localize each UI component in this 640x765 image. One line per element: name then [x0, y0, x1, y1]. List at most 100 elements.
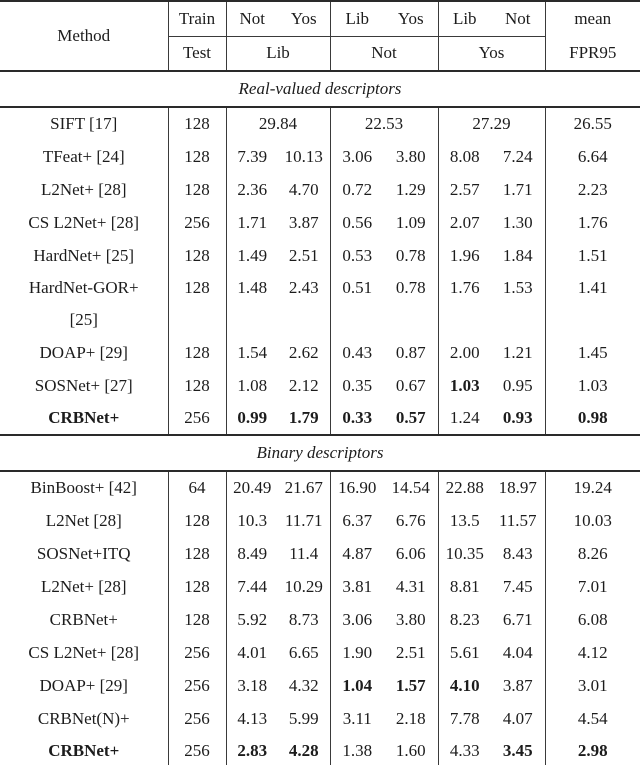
value-cell: 4.70 [278, 173, 331, 206]
dims-cell: 128 [168, 369, 227, 402]
value-cell: 0.95 [491, 369, 546, 402]
value-cell: 13.5 [449, 510, 480, 530]
value-cell: 1.53 [491, 272, 546, 336]
value-cell: 1.03 [449, 375, 480, 395]
value-cell: 8.49 [237, 543, 268, 563]
value-cell: 0.57 [384, 402, 439, 435]
value-cell: 1.29 [384, 173, 439, 206]
dims-cell: 128 [168, 336, 227, 369]
value-cell: 3.80 [384, 140, 439, 173]
value-cell: 1.38 [342, 741, 373, 760]
value-cell: 2.00 [449, 342, 480, 362]
table-row: CRBNet(N)+ 256 4.13 5.99 3.11 2.18 7.78 … [0, 702, 640, 735]
value-cell: 1.30 [491, 206, 546, 239]
value-cell: 7.39 [237, 146, 268, 166]
value-cell: 10.35 [445, 543, 484, 563]
value-cell: 1.21 [491, 336, 546, 369]
value-cell: 3.18 [237, 675, 268, 695]
value-cell: 6.76 [384, 504, 439, 537]
value-cell: 5.61 [449, 642, 480, 662]
value-cell: 1.79 [278, 402, 331, 435]
method-cell: BinBoost+ [42] [0, 471, 169, 504]
dims-cell: 256 [168, 206, 227, 239]
value-cell: 11.4 [278, 537, 331, 570]
method-cell: L2Net+ [28] [0, 570, 169, 603]
value-cell: 4.01 [237, 642, 268, 662]
table-row: CRBNet+ 128 5.92 8.73 3.06 3.80 8.23 6.7… [0, 603, 640, 636]
value-cell: 2.12 [278, 369, 331, 402]
value-cell: 11.57 [491, 504, 546, 537]
value-cell: 7.44 [237, 576, 268, 596]
value-cell: 2.51 [384, 636, 439, 669]
value-cell: 2.51 [278, 239, 331, 272]
dims-cell: 256 [168, 669, 227, 702]
mean-cell: 2.98 [577, 741, 608, 760]
value-cell: 22.88 [445, 478, 484, 497]
section-title: Real-valued descriptors [0, 70, 640, 108]
method-cell: L2Net [28] [0, 504, 169, 537]
value-cell: 1.71 [491, 173, 546, 206]
value-cell: 1.08 [237, 375, 268, 395]
method-cell: CRBNet+ [0, 735, 169, 765]
value-cell: 16.90 [338, 478, 377, 497]
value-cell: 1.76 [449, 278, 480, 297]
value-cell: 3.45 [491, 735, 546, 765]
value-cell: 29.84 [226, 107, 331, 140]
table-row: BinBoost+ [42] 64 20.49 21.67 16.90 14.5… [0, 471, 640, 504]
mean-cell: 3.01 [577, 675, 608, 695]
value-cell: 1.60 [384, 735, 439, 765]
value-cell: 6.65 [278, 636, 331, 669]
dims-cell: 256 [168, 702, 227, 735]
table-row: CRBNet+ 256 0.99 1.79 0.33 0.57 1.24 0.9… [0, 402, 640, 435]
section-header-binary: Binary descriptors [0, 434, 640, 472]
value-cell: 0.99 [237, 408, 268, 427]
value-cell: 5.92 [237, 609, 268, 629]
value-cell: 1.24 [449, 408, 480, 427]
value-cell: 5.99 [278, 702, 331, 735]
value-cell: 2.07 [449, 212, 480, 232]
method-cell: CS L2Net+ [28] [0, 206, 169, 239]
header-row-test: Test Lib Not Yos [0, 36, 640, 71]
header-group1-train-a: Not [226, 1, 278, 37]
value-cell: 20.49 [233, 478, 272, 497]
method-cell: DOAP+ [29] [0, 336, 169, 369]
value-cell: 6.71 [491, 603, 546, 636]
value-cell: 3.11 [342, 708, 372, 728]
value-cell: 8.73 [278, 603, 331, 636]
header-mean-line2: FPR95 [569, 43, 617, 62]
mean-cell: 8.26 [577, 543, 608, 563]
dims-cell: 256 [168, 636, 227, 669]
section-title: Binary descriptors [0, 434, 640, 472]
value-cell: 0.51 [342, 278, 373, 297]
method-cell: CRBNet+ [0, 603, 169, 636]
mean-cell: 4.12 [577, 642, 608, 662]
mean-cell: 10.03 [573, 510, 612, 530]
dims-cell: 128 [168, 173, 227, 206]
method-cell: SIFT [17] [0, 107, 169, 140]
header-method: Method [0, 1, 169, 71]
value-cell: 0.72 [342, 179, 373, 199]
method-cell: CRBNet+ [0, 402, 169, 435]
header-group2-test: Not [330, 36, 439, 71]
value-cell: 1.71 [237, 212, 268, 232]
dims-cell: 256 [168, 735, 227, 765]
dims-cell: 64 [168, 471, 227, 504]
table-row: DOAP+ [29] 128 1.54 2.62 0.43 0.87 2.00 … [0, 336, 640, 369]
value-cell: 1.96 [449, 245, 480, 265]
value-cell: 1.84 [491, 239, 546, 272]
value-cell: 27.29 [438, 107, 546, 140]
mean-cell: 1.45 [577, 342, 608, 362]
value-cell: 4.87 [342, 543, 373, 563]
value-cell: 1.54 [237, 342, 268, 362]
mean-cell: 4.54 [577, 708, 608, 728]
value-cell: 0.35 [342, 375, 373, 395]
header-group3-test: Yos [438, 36, 546, 71]
value-cell: 21.67 [278, 471, 331, 504]
value-cell: 2.57 [449, 179, 480, 199]
value-cell: 4.31 [384, 570, 439, 603]
value-cell: 2.62 [278, 336, 331, 369]
dims-cell: 128 [168, 272, 227, 336]
value-cell: 4.32 [278, 669, 331, 702]
